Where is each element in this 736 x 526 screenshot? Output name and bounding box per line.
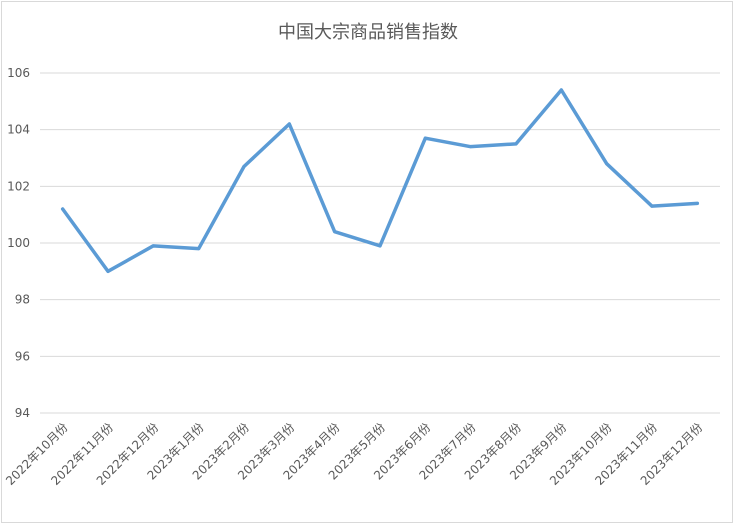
data-point <box>287 122 291 126</box>
y-tick-label: 104 <box>7 123 30 137</box>
data-point <box>514 142 518 146</box>
data-point <box>650 204 654 208</box>
y-tick-label: 100 <box>7 236 30 250</box>
data-point <box>106 269 110 273</box>
y-tick-label: 96 <box>15 349 30 363</box>
data-point <box>333 230 337 234</box>
y-tick-label: 98 <box>15 293 30 307</box>
y-tick-label: 94 <box>15 406 30 420</box>
y-tick-label: 106 <box>7 66 30 80</box>
data-point <box>151 244 155 248</box>
data-point <box>695 201 699 205</box>
data-point <box>197 247 201 251</box>
data-point <box>605 162 609 166</box>
data-point <box>559 88 563 92</box>
data-point <box>423 136 427 140</box>
series-line <box>60 88 700 274</box>
chart-title: 中国大宗商品销售指数 <box>278 22 458 43</box>
data-point <box>378 244 382 248</box>
data-point <box>469 145 473 149</box>
y-tick-label: 102 <box>7 179 30 193</box>
data-point <box>61 207 65 211</box>
data-point <box>242 165 246 168</box>
